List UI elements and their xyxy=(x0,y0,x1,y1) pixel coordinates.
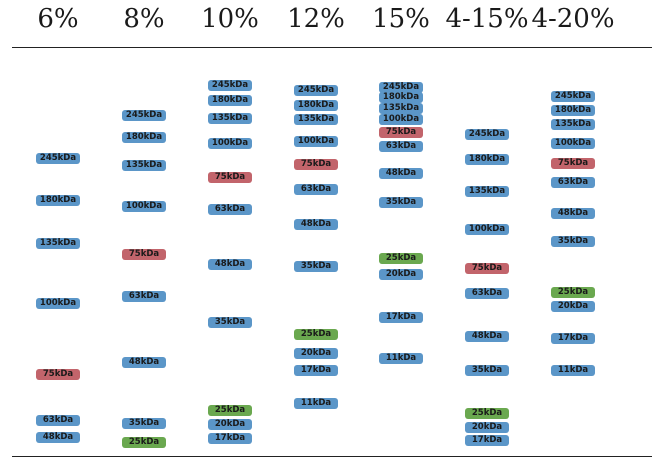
marker-band: 180kDa xyxy=(379,92,423,104)
lane-header: 8% xyxy=(123,4,165,34)
marker-band: 63kDa xyxy=(551,177,595,189)
marker-band: 17kDa xyxy=(379,311,423,323)
marker-band: 100kDa xyxy=(208,138,252,150)
marker-band: 25kDa xyxy=(551,287,595,299)
marker-band: 245kDa xyxy=(379,81,423,93)
marker-band: 63kDa xyxy=(208,203,252,215)
marker-band: 63kDa xyxy=(379,140,423,152)
marker-band: 75kDa xyxy=(465,262,509,274)
marker-band: 25kDa xyxy=(122,437,166,449)
marker-band: 245kDa xyxy=(36,152,80,164)
marker-band: 20kDa xyxy=(379,269,423,281)
marker-band: 48kDa xyxy=(122,356,166,368)
marker-band: 35kDa xyxy=(122,417,166,429)
marker-band: 135kDa xyxy=(551,118,595,130)
marker-band: 100kDa xyxy=(465,224,509,236)
marker-band: 11kDa xyxy=(551,365,595,377)
marker-band: 245kDa xyxy=(294,85,338,97)
marker-band: 11kDa xyxy=(379,353,423,365)
marker-band: 63kDa xyxy=(36,414,80,426)
marker-band: 63kDa xyxy=(122,290,166,302)
marker-band: 180kDa xyxy=(36,195,80,207)
marker-band: 17kDa xyxy=(208,433,252,445)
marker-band: 135kDa xyxy=(208,112,252,124)
marker-band: 180kDa xyxy=(294,99,338,111)
marker-band: 245kDa xyxy=(551,91,595,103)
marker-band: 135kDa xyxy=(379,103,423,115)
lane-header: 15% xyxy=(372,4,430,34)
marker-band: 20kDa xyxy=(294,347,338,359)
marker-band: 25kDa xyxy=(465,408,509,420)
marker-band: 245kDa xyxy=(122,110,166,122)
marker-band: 48kDa xyxy=(379,168,423,180)
marker-band: 75kDa xyxy=(208,171,252,183)
marker-band: 17kDa xyxy=(465,434,509,446)
marker-band: 180kDa xyxy=(465,154,509,166)
marker-band: 17kDa xyxy=(551,333,595,345)
marker-band: 135kDa xyxy=(294,113,338,125)
marker-band: 135kDa xyxy=(465,185,509,197)
marker-band: 180kDa xyxy=(122,132,166,144)
marker-band: 100kDa xyxy=(294,136,338,148)
marker-band: 75kDa xyxy=(36,368,80,380)
marker-band: 180kDa xyxy=(551,105,595,117)
marker-band: 48kDa xyxy=(294,218,338,230)
marker-band: 48kDa xyxy=(465,330,509,342)
marker-band: 48kDa xyxy=(36,432,80,444)
marker-band: 35kDa xyxy=(465,365,509,377)
marker-band: 25kDa xyxy=(294,328,338,340)
marker-band: 20kDa xyxy=(465,421,509,433)
marker-band: 35kDa xyxy=(294,261,338,273)
marker-band: 17kDa xyxy=(294,365,338,377)
marker-band: 245kDa xyxy=(465,129,509,141)
footer-rule xyxy=(12,456,652,457)
marker-band: 35kDa xyxy=(208,316,252,328)
header-rule xyxy=(12,47,652,48)
marker-band: 75kDa xyxy=(122,249,166,261)
marker-band: 135kDa xyxy=(122,159,166,171)
marker-band: 75kDa xyxy=(294,158,338,170)
marker-band: 20kDa xyxy=(208,419,252,431)
marker-band: 11kDa xyxy=(294,398,338,410)
marker-band: 35kDa xyxy=(379,197,423,209)
marker-band: 100kDa xyxy=(122,200,166,212)
marker-band: 63kDa xyxy=(465,288,509,300)
marker-band: 180kDa xyxy=(208,95,252,107)
lane-header: 4-20% xyxy=(531,4,615,34)
lane-header: 10% xyxy=(201,4,259,34)
marker-band: 48kDa xyxy=(208,258,252,270)
marker-band: 25kDa xyxy=(208,405,252,417)
marker-band: 75kDa xyxy=(379,126,423,138)
marker-band: 25kDa xyxy=(379,253,423,265)
marker-band: 20kDa xyxy=(551,301,595,313)
marker-band: 135kDa xyxy=(36,237,80,249)
marker-band: 63kDa xyxy=(294,184,338,196)
marker-band: 245kDa xyxy=(208,80,252,92)
lane-header: 12% xyxy=(287,4,345,34)
marker-band: 100kDa xyxy=(36,297,80,309)
marker-band: 75kDa xyxy=(551,158,595,170)
lane-header: 4-15% xyxy=(445,4,529,34)
marker-band: 100kDa xyxy=(551,137,595,149)
marker-band: 35kDa xyxy=(551,236,595,248)
lane-header: 6% xyxy=(37,4,79,34)
marker-band: 48kDa xyxy=(551,208,595,220)
marker-band: 100kDa xyxy=(379,113,423,125)
